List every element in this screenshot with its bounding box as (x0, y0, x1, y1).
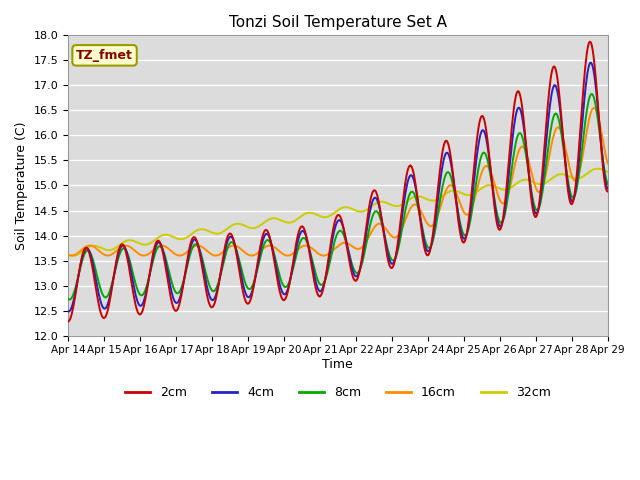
Y-axis label: Soil Temperature (C): Soil Temperature (C) (15, 121, 28, 250)
Title: Tonzi Soil Temperature Set A: Tonzi Soil Temperature Set A (229, 15, 447, 30)
Legend: 2cm, 4cm, 8cm, 16cm, 32cm: 2cm, 4cm, 8cm, 16cm, 32cm (120, 382, 556, 405)
Text: TZ_fmet: TZ_fmet (76, 49, 133, 62)
X-axis label: Time: Time (323, 358, 353, 371)
